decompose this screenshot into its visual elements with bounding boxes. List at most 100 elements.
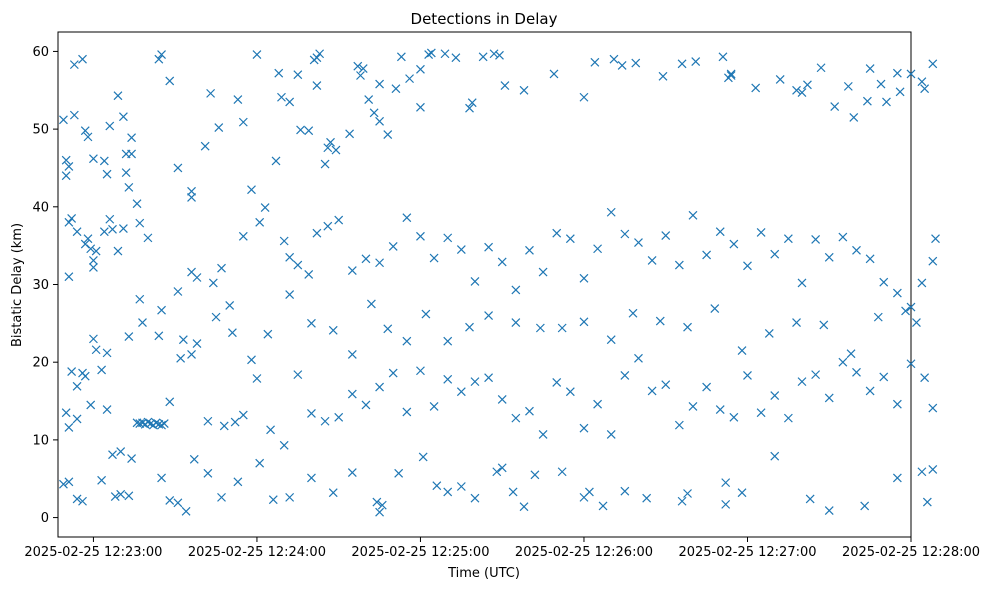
data-point	[99, 227, 109, 237]
data-point	[59, 115, 68, 125]
data-point	[895, 87, 905, 97]
data-point	[181, 506, 191, 516]
data-point	[443, 487, 453, 497]
data-point	[892, 68, 902, 78]
data-point	[465, 103, 474, 113]
data-point	[206, 88, 216, 98]
y-tick-label: 20	[32, 356, 49, 371]
x-tick-label: 2025-02-25 12:26:00	[515, 545, 653, 560]
data-point	[456, 482, 466, 491]
data-point	[105, 214, 115, 224]
data-point	[307, 409, 316, 418]
data-point	[83, 132, 93, 142]
data-point	[917, 77, 927, 87]
data-point	[361, 400, 371, 410]
data-point	[61, 155, 71, 165]
data-point	[882, 97, 891, 107]
data-point	[334, 412, 344, 422]
data-point	[274, 68, 284, 78]
data-point	[312, 81, 322, 91]
data-point	[369, 108, 379, 118]
data-point	[497, 463, 507, 473]
data-point	[426, 48, 436, 58]
data-point	[293, 70, 303, 80]
data-point	[99, 156, 109, 166]
data-point	[375, 79, 385, 89]
data-point	[159, 419, 169, 428]
y-tick-label: 60	[32, 45, 49, 60]
data-point	[811, 235, 821, 244]
data-point	[64, 217, 74, 227]
data-point	[266, 425, 275, 435]
data-point	[217, 263, 226, 273]
data-point	[173, 163, 183, 173]
data-point	[238, 231, 248, 241]
data-point	[805, 494, 815, 504]
data-point	[285, 492, 295, 502]
data-point	[89, 255, 98, 265]
data-point	[320, 159, 330, 169]
data-point	[418, 452, 428, 462]
data-point	[293, 370, 303, 380]
data-point	[756, 408, 766, 418]
data-point	[80, 126, 90, 136]
data-point	[432, 481, 442, 491]
data-point	[91, 246, 101, 256]
x-axis-label: Time (UTC)	[447, 566, 520, 581]
data-point	[304, 126, 314, 136]
data-point	[347, 468, 357, 477]
data-point	[620, 370, 630, 380]
data-point	[192, 273, 202, 282]
data-point	[135, 218, 145, 228]
data-point	[64, 423, 74, 432]
data-point	[364, 95, 374, 105]
data-point	[470, 276, 480, 286]
data-point	[118, 224, 128, 233]
data-point	[102, 405, 112, 415]
data-point	[519, 502, 529, 512]
data-point	[677, 59, 687, 69]
data-point	[312, 228, 322, 238]
data-point	[135, 294, 145, 304]
data-point	[285, 97, 295, 107]
data-point	[416, 102, 425, 112]
data-point	[634, 238, 643, 247]
data-point	[268, 495, 278, 505]
data-point	[775, 74, 785, 84]
data-point	[108, 450, 117, 460]
data-point	[530, 470, 540, 480]
data-point	[86, 244, 96, 254]
data-point	[729, 412, 739, 422]
data-point	[375, 116, 385, 126]
data-point	[72, 494, 82, 504]
data-point	[593, 244, 603, 254]
data-point	[792, 85, 801, 95]
data-point	[770, 391, 780, 401]
data-point	[405, 74, 414, 84]
data-point	[525, 245, 534, 255]
data-point	[928, 59, 938, 69]
data-point	[67, 367, 77, 376]
data-point	[579, 92, 589, 102]
data-point	[91, 345, 101, 355]
data-point	[519, 85, 529, 95]
y-axis-ticks: 0 10 20 30 40 50 60	[32, 45, 58, 526]
data-point	[285, 252, 295, 262]
data-point	[165, 496, 175, 505]
data-point	[323, 221, 333, 231]
data-point	[391, 84, 401, 94]
data-point	[89, 154, 98, 164]
data-point	[69, 110, 79, 120]
data-point	[61, 408, 71, 418]
plot-frame	[57, 31, 912, 538]
data-point	[876, 79, 886, 89]
plot-area	[57, 31, 940, 538]
data-point	[642, 493, 652, 503]
data-point	[121, 168, 131, 178]
x-tick-label: 2025-02-25 12:23:00	[24, 545, 162, 560]
data-point	[792, 318, 801, 327]
data-point	[824, 252, 834, 262]
data-point	[187, 349, 196, 359]
data-point	[255, 458, 265, 468]
data-point	[116, 447, 126, 456]
